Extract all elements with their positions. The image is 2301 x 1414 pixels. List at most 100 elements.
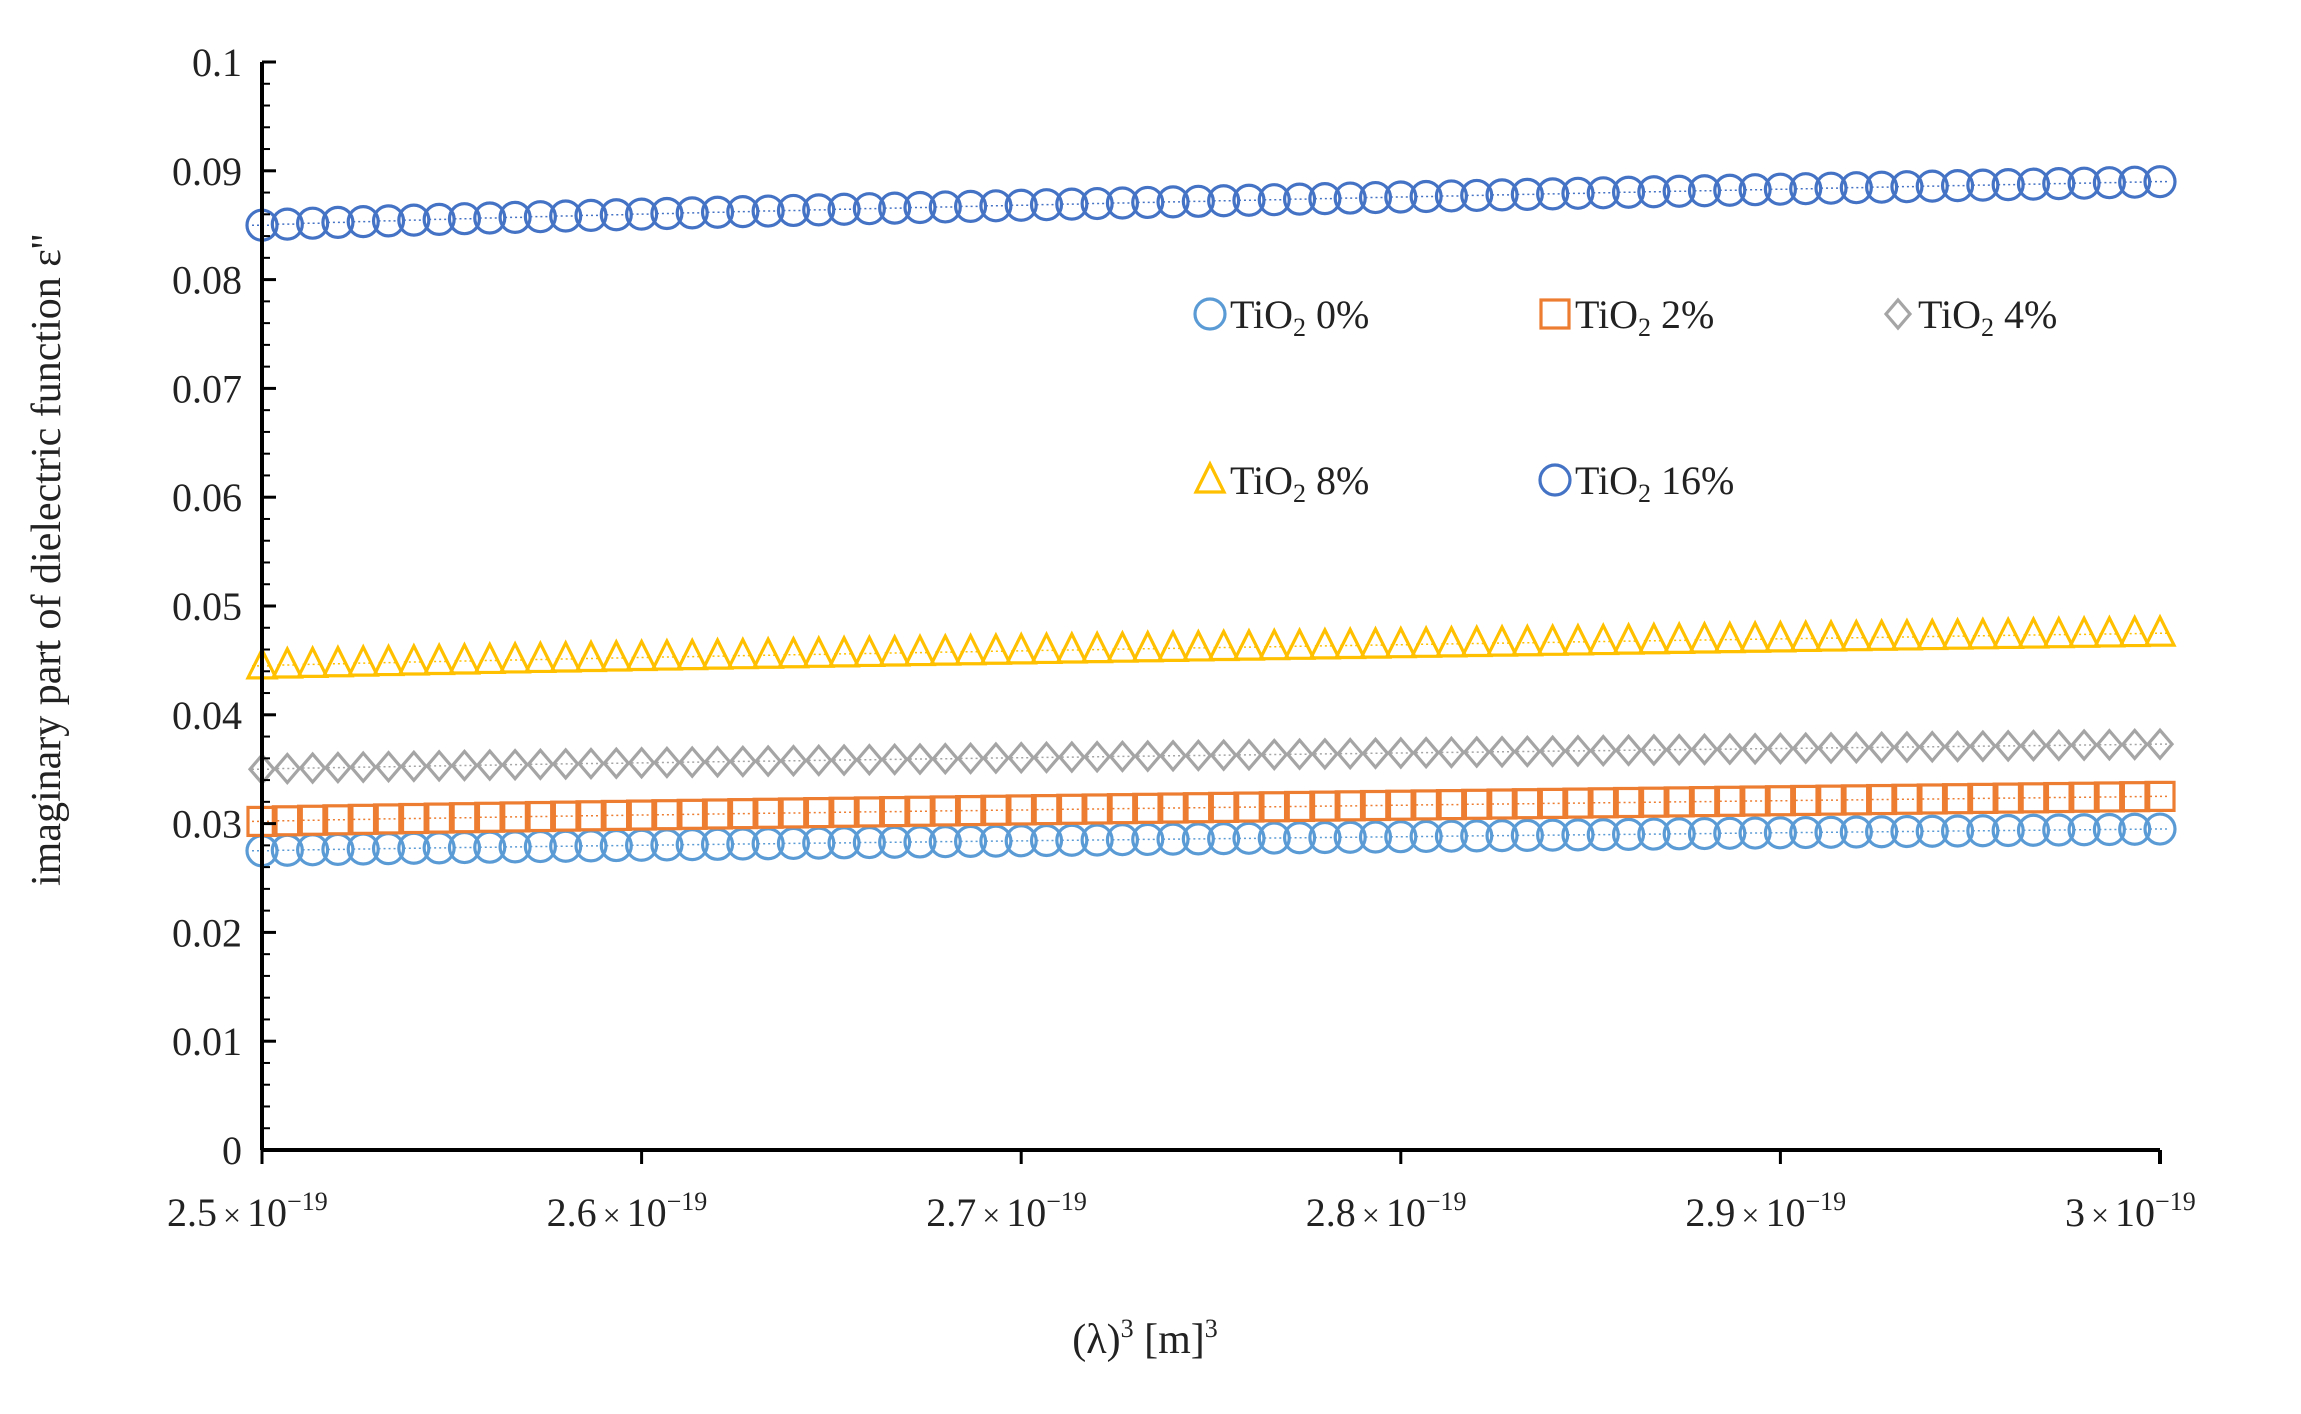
data-point	[1131, 822, 1165, 857]
data-point	[1462, 735, 1491, 769]
data-point	[879, 795, 911, 828]
data-point	[1005, 794, 1037, 826]
data-point	[627, 746, 656, 780]
data-point	[1789, 618, 1823, 653]
data-point	[1637, 817, 1671, 851]
data-point	[1106, 793, 1139, 825]
data-point	[1992, 782, 2024, 814]
data-point	[727, 798, 759, 830]
data-point	[1966, 814, 2000, 848]
data-point	[1763, 172, 1798, 206]
data-point	[1181, 184, 1215, 218]
data-point	[827, 192, 861, 226]
data-point	[1536, 622, 1570, 656]
data-point	[399, 749, 428, 783]
plot-frame	[260, 62, 2162, 1164]
data-point	[1157, 792, 1189, 824]
data-point	[1334, 790, 1366, 822]
legend-marker	[1539, 298, 1571, 330]
data-point	[828, 796, 860, 828]
data-point	[273, 752, 302, 786]
legend-label: TiO2 0%	[1230, 292, 1369, 342]
data-point	[2067, 614, 2101, 648]
data-point	[1108, 739, 1137, 773]
data-point	[2092, 614, 2126, 648]
x-tick-label: 2.8 × 10−19	[1306, 1187, 1467, 1235]
x-axis-label: (λ)3 [m]3	[1072, 1314, 1218, 1363]
y-tick-label: 0.06	[172, 475, 242, 520]
data-point	[1384, 820, 1418, 854]
data-point	[1687, 816, 1722, 851]
data-point	[1234, 738, 1264, 772]
data-point	[1790, 784, 1822, 817]
data-point	[1561, 622, 1595, 656]
data-point	[1966, 168, 2000, 202]
data-point	[1460, 178, 1494, 213]
data-point	[2042, 615, 2076, 649]
series-5	[245, 165, 2177, 242]
data-point	[1308, 820, 1342, 855]
legend-item: TiO2 4%	[1883, 292, 2057, 342]
data-point	[904, 795, 936, 827]
data-point	[855, 743, 884, 777]
data-point	[1359, 789, 1392, 822]
data-point	[600, 799, 632, 832]
x-axis-label-base: (λ)	[1072, 1317, 1120, 1363]
data-point	[903, 825, 937, 859]
data-point	[1437, 735, 1466, 769]
data-point	[599, 198, 633, 232]
y-axis-label: imaginary part of dielectric function ε'…	[24, 234, 70, 886]
data-point	[751, 635, 785, 669]
data-point	[1688, 786, 1721, 818]
data-point	[1611, 621, 1646, 655]
data-point	[2042, 167, 2076, 201]
series-3	[247, 727, 2175, 786]
legend-item: TiO2 8%	[1193, 458, 1369, 508]
data-point	[1713, 620, 1747, 654]
data-point	[371, 642, 406, 677]
data-point	[1057, 740, 1086, 774]
data-point	[1865, 170, 1899, 204]
data-point	[1537, 787, 1569, 819]
data-point	[726, 636, 760, 670]
data-point	[1687, 620, 1722, 654]
data-point	[450, 749, 479, 782]
data-point	[1587, 787, 1619, 819]
data-point	[903, 632, 937, 667]
data-point	[1814, 171, 1848, 205]
series-1	[245, 812, 2177, 868]
data-point	[1865, 617, 1899, 651]
data-point	[676, 798, 708, 830]
data-point	[372, 803, 405, 835]
data-point	[374, 750, 403, 784]
data-point	[1257, 183, 1291, 217]
data-point	[1080, 186, 1114, 221]
data-point	[2093, 781, 2125, 813]
x-tick-label: 3 × 10−19	[2065, 1187, 2196, 1235]
data-point	[1536, 177, 1570, 211]
data-point	[1940, 814, 1975, 848]
data-point	[576, 747, 606, 781]
data-point	[625, 799, 658, 831]
legend-label: TiO2 8%	[1230, 458, 1369, 508]
data-point	[2092, 166, 2126, 200]
legend-marker	[1193, 460, 1227, 494]
data-point	[1156, 628, 1190, 662]
data-point	[1409, 179, 1443, 214]
legend-item: TiO2 2%	[1539, 292, 1714, 342]
data-point	[980, 794, 1012, 826]
data-point	[499, 801, 531, 833]
data-point	[1662, 817, 1696, 851]
data-point	[321, 205, 355, 239]
y-tick-label: 0	[222, 1128, 242, 1173]
data-point	[1184, 739, 1213, 772]
data-point	[1333, 625, 1367, 660]
data-point	[1207, 821, 1241, 856]
data-point	[500, 748, 530, 782]
data-point	[1182, 792, 1214, 824]
data-point	[1940, 616, 1975, 650]
data-point	[703, 745, 732, 779]
data-point	[473, 201, 507, 235]
data-point	[1891, 783, 1923, 815]
